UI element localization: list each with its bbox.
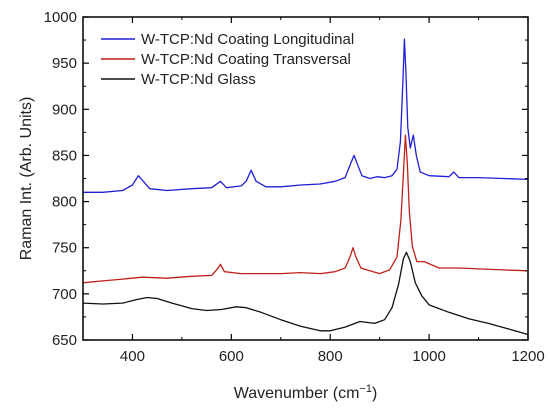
- series-layer: [82, 38, 529, 336]
- y-tick-label: 950: [52, 55, 77, 72]
- x-tick-label: 800: [318, 348, 343, 365]
- y-tick-label: 850: [52, 147, 77, 164]
- x-tick-label: 400: [120, 348, 145, 365]
- y-axis-title: Raman Int. (Arb. Units): [18, 97, 35, 261]
- legend-label: W-TCP:Nd Coating Longitudinal: [141, 31, 354, 48]
- x-axis-title: Wavenumber (cm−1): [234, 383, 378, 402]
- y-tick-label: 700: [52, 286, 77, 303]
- y-tick-label: 650: [52, 332, 77, 349]
- y-tick-label: 800: [52, 194, 77, 211]
- series-line: [82, 251, 529, 336]
- x-tick-label: 600: [219, 348, 244, 365]
- series-line: [82, 134, 529, 284]
- legend: W-TCP:Nd Coating Longitudinal W-TCP:Nd Co…: [101, 31, 354, 88]
- legend-label: W-TCP:Nd Glass: [141, 71, 256, 88]
- x-tick-label: 1000: [412, 348, 445, 365]
- series-line: [83, 38, 529, 193]
- x-tick-label: 1200: [511, 348, 544, 365]
- tick-layer: 400 600 800 1000 1200 650 700 750 800 850 900 950 10…: [44, 9, 545, 365]
- legend-label: W-TCP:Nd Coating Transversal: [141, 51, 351, 68]
- y-tick-label: 1000: [44, 9, 77, 26]
- y-tick-label: 750: [52, 240, 77, 257]
- y-tick-label: 900: [52, 101, 77, 118]
